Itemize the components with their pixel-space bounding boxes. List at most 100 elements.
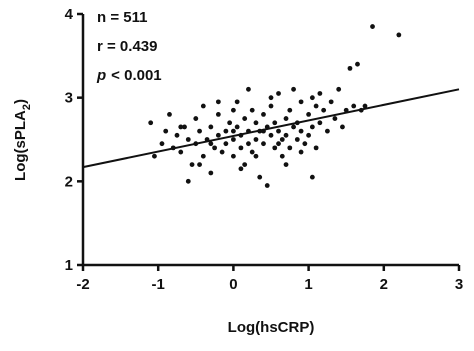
y-label-sub: 2 bbox=[21, 104, 33, 110]
point bbox=[208, 141, 214, 147]
point bbox=[276, 91, 281, 96]
point bbox=[264, 183, 270, 188]
point bbox=[362, 103, 368, 109]
point bbox=[159, 141, 165, 147]
point bbox=[246, 141, 251, 147]
point bbox=[268, 132, 274, 138]
point bbox=[306, 132, 311, 138]
point bbox=[283, 162, 289, 168]
point bbox=[347, 65, 353, 71]
point bbox=[231, 128, 236, 134]
point bbox=[396, 32, 402, 38]
y-tick-label: 1 bbox=[65, 257, 73, 274]
point bbox=[336, 86, 342, 92]
fit-line bbox=[82, 88, 460, 169]
point bbox=[257, 174, 263, 180]
y-label-main: Log(sPLA bbox=[12, 110, 29, 181]
x-tick-label: -2 bbox=[76, 276, 89, 293]
point bbox=[200, 153, 206, 159]
point bbox=[223, 141, 229, 147]
y-tick-label: 3 bbox=[65, 90, 73, 107]
point bbox=[253, 153, 259, 159]
point bbox=[351, 103, 357, 109]
point bbox=[261, 112, 266, 117]
y-tick-label: 4 bbox=[65, 6, 74, 23]
point bbox=[253, 120, 259, 126]
point bbox=[208, 170, 214, 176]
point bbox=[167, 112, 172, 117]
point bbox=[193, 116, 199, 121]
point bbox=[227, 120, 233, 126]
x-axis-label: Log(hsCRP) bbox=[228, 319, 315, 336]
point bbox=[276, 128, 281, 134]
point bbox=[163, 128, 169, 134]
point bbox=[291, 86, 296, 92]
x-tick-label: 1 bbox=[304, 276, 312, 293]
point bbox=[272, 145, 278, 151]
point bbox=[253, 137, 259, 142]
point bbox=[283, 116, 289, 121]
y-tick-label: 2 bbox=[65, 173, 73, 190]
point bbox=[200, 103, 206, 109]
point bbox=[182, 124, 187, 130]
point bbox=[242, 162, 248, 168]
point bbox=[185, 137, 191, 142]
annotation: n = 511 bbox=[97, 9, 147, 26]
p-symbol: p bbox=[96, 67, 106, 84]
point bbox=[185, 178, 191, 184]
point bbox=[234, 99, 240, 105]
point bbox=[272, 120, 278, 126]
point bbox=[249, 149, 255, 155]
point bbox=[279, 153, 285, 159]
point bbox=[223, 128, 229, 134]
x-tick-label: 2 bbox=[380, 276, 388, 293]
y-label-end: ) bbox=[12, 99, 29, 104]
point bbox=[298, 128, 304, 134]
point bbox=[208, 124, 214, 130]
annotation: r = 0.439 bbox=[97, 38, 157, 55]
point bbox=[174, 132, 180, 138]
point bbox=[249, 107, 255, 113]
point bbox=[294, 137, 300, 142]
point bbox=[189, 162, 195, 168]
point bbox=[231, 107, 236, 113]
point bbox=[298, 99, 304, 105]
point bbox=[313, 103, 319, 109]
point bbox=[332, 116, 338, 121]
point bbox=[178, 124, 184, 130]
point bbox=[309, 124, 315, 130]
point bbox=[215, 132, 221, 138]
point bbox=[321, 107, 327, 113]
point bbox=[317, 91, 323, 96]
point bbox=[268, 103, 274, 109]
point bbox=[212, 145, 218, 151]
point bbox=[238, 145, 244, 151]
point bbox=[317, 120, 323, 126]
point bbox=[298, 149, 304, 155]
point bbox=[242, 116, 248, 121]
point bbox=[178, 149, 184, 155]
point bbox=[246, 86, 251, 92]
point bbox=[306, 112, 311, 117]
point bbox=[234, 124, 240, 130]
p-value: < 0.001 bbox=[111, 67, 161, 84]
x-tick-label: -1 bbox=[152, 276, 165, 293]
point bbox=[328, 99, 334, 105]
point bbox=[268, 95, 274, 101]
point bbox=[148, 120, 154, 126]
point bbox=[302, 141, 308, 147]
point bbox=[287, 107, 293, 113]
point bbox=[340, 124, 345, 130]
point bbox=[219, 149, 225, 155]
point bbox=[291, 124, 296, 130]
p-annotation: p < 0.001 bbox=[96, 67, 162, 84]
point bbox=[309, 174, 315, 180]
point bbox=[261, 141, 266, 147]
point bbox=[215, 112, 221, 117]
y-axis-label: Log(sPLA2) bbox=[12, 99, 33, 181]
point bbox=[279, 137, 285, 142]
point bbox=[197, 162, 202, 168]
point bbox=[231, 137, 236, 142]
point bbox=[231, 153, 236, 159]
